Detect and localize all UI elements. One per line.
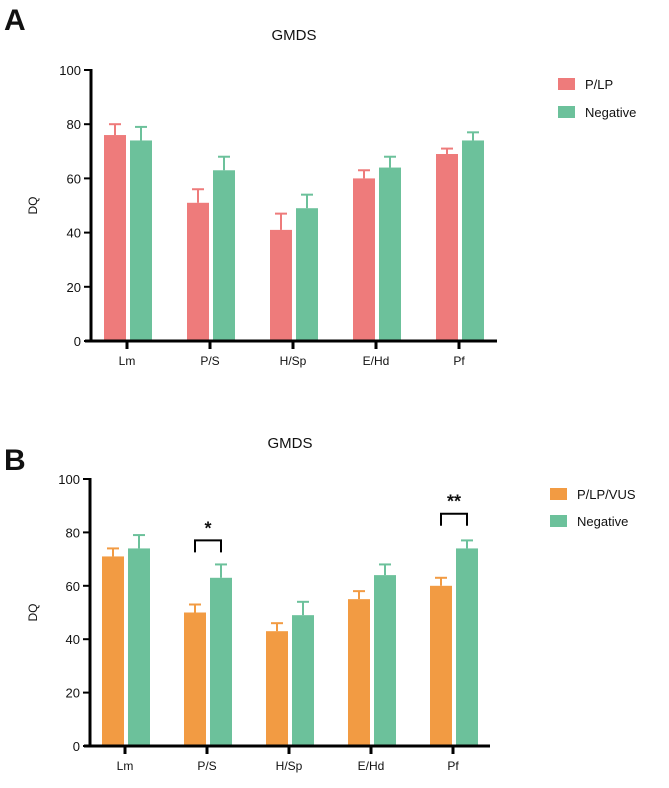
significance-marker: ** — [447, 492, 461, 512]
legend-label: P/LP — [585, 77, 613, 92]
bar — [379, 167, 401, 341]
legend-label: Negative — [585, 105, 636, 120]
bar — [104, 135, 126, 341]
y-tick-label: 40 — [66, 632, 80, 647]
bar — [213, 170, 235, 341]
bar — [296, 208, 318, 341]
y-tick-label: 20 — [66, 686, 80, 701]
y-tick-label: 80 — [66, 525, 80, 540]
y-tick-label: 40 — [67, 226, 81, 241]
panel-label: A — [4, 4, 26, 37]
legend-swatch — [550, 515, 567, 527]
bar — [130, 140, 152, 341]
y-tick-label: 100 — [58, 472, 80, 487]
legend-swatch — [558, 106, 575, 118]
x-tick-label: Lm — [119, 354, 136, 368]
legend-label: P/LP/VUS — [577, 487, 636, 502]
x-tick-label: P/S — [200, 354, 219, 368]
bar — [456, 548, 478, 746]
y-axis-label: DQ — [26, 604, 40, 622]
bar — [210, 577, 232, 746]
x-tick-label: Lm — [117, 759, 134, 773]
bar — [462, 140, 484, 341]
x-tick-label: H/Sp — [276, 759, 303, 773]
bar — [348, 599, 370, 746]
chart-title: GMDS — [272, 27, 317, 44]
y-axis-label: DQ — [26, 197, 40, 215]
panel-a: A GMDS DQ Lm P/S H/Sp E/Hd Pf 0 20 40 60 80 100 P/LP Ne… — [4, 4, 636, 368]
significance-marker: * — [204, 518, 211, 538]
bar — [266, 631, 288, 746]
bar — [436, 154, 458, 341]
x-tick-label: P/S — [197, 759, 216, 773]
bar — [128, 548, 150, 746]
chart-title: GMDS — [268, 435, 313, 452]
x-tick-label: E/Hd — [363, 354, 390, 368]
y-tick-label: 0 — [73, 739, 80, 754]
y-tick-label: 60 — [67, 171, 81, 186]
significance-bracket — [440, 512, 468, 526]
legend-label: Negative — [577, 514, 628, 529]
bar — [270, 229, 292, 341]
bar — [102, 556, 124, 746]
x-tick-label: E/Hd — [358, 759, 385, 773]
y-tick-label: 0 — [74, 334, 81, 349]
panel-label: B — [4, 444, 26, 477]
y-tick-label: 80 — [67, 117, 81, 132]
x-tick-label: Pf — [453, 354, 465, 368]
x-tick-label: Pf — [447, 759, 459, 773]
bar — [374, 575, 396, 746]
bar — [184, 612, 206, 746]
y-tick-label: 20 — [67, 280, 81, 295]
legend-swatch — [550, 488, 567, 500]
significance-bracket — [194, 539, 222, 553]
legend-swatch — [558, 78, 575, 90]
bar — [187, 202, 209, 341]
x-tick-label: H/Sp — [280, 354, 307, 368]
bar — [292, 615, 314, 746]
y-tick-label: 100 — [59, 63, 81, 78]
bar — [353, 178, 375, 341]
y-tick-label: 60 — [66, 579, 80, 594]
bar — [430, 585, 452, 746]
